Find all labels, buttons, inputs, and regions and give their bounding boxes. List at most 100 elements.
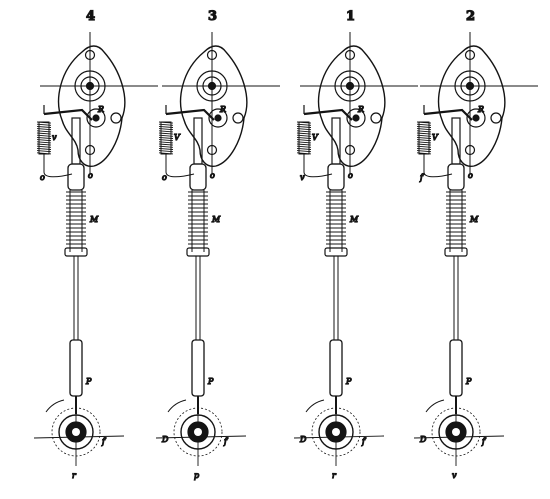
crank-pivot-center [92, 114, 100, 122]
rotation-arrow [45, 399, 65, 413]
bellows-spring [326, 191, 346, 245]
disk-bore [194, 428, 202, 436]
label-disk-left: D [419, 435, 427, 444]
rod-guide [447, 163, 465, 191]
pivot-outer-ring [196, 70, 228, 102]
bellows-spring [66, 191, 86, 245]
label-guide: o [88, 171, 93, 180]
bolt-hole-top [206, 49, 218, 61]
label-bellows: M [349, 215, 359, 224]
label-guide: o [210, 171, 215, 180]
label-link: o [162, 173, 167, 182]
bolt-hole-top [84, 49, 96, 61]
label-disk-bottom: v [452, 471, 457, 480]
pivot-outer-ring [74, 70, 106, 102]
label-bellows: M [211, 215, 221, 224]
label-pivot: R [357, 105, 364, 114]
label-disk-bottom: r [72, 471, 77, 480]
plunger [69, 339, 83, 397]
rod-guide [189, 163, 207, 191]
bellows-collar [64, 247, 88, 257]
spring-link [303, 154, 333, 178]
pivot-inner-ring [202, 76, 222, 96]
crank-pivot-center [214, 114, 222, 122]
disk-bore [452, 428, 460, 436]
top-plate [180, 45, 248, 167]
label-spring: v [52, 133, 57, 142]
plunger [329, 339, 343, 397]
disk-bore [332, 428, 340, 436]
crank-pivot-ring [86, 108, 106, 128]
spring-link [423, 154, 453, 178]
bolt-hole-bottom [344, 144, 356, 156]
bellows-collar [324, 247, 348, 257]
mechanism-4: 2 R Vo M P D f v f [413, 8, 538, 481]
pivot-outer-ring [454, 70, 486, 102]
rotation-arrow [305, 399, 325, 413]
plunger [191, 339, 205, 397]
disk-rim [58, 414, 94, 450]
label-disk-bottom: p [194, 471, 199, 480]
label-plunger: P [465, 377, 472, 386]
mechanism-2: 3 R Vo M P D f p o [155, 8, 280, 481]
bellows-spring [446, 191, 466, 245]
disk-rim [180, 414, 216, 450]
spring-link [43, 154, 73, 178]
label-link: o [40, 173, 45, 182]
crank-pivot-ring [346, 108, 366, 128]
label-bellows: M [89, 215, 99, 224]
disk-outer-dashed [173, 407, 223, 457]
crank-pin-hole [110, 112, 122, 124]
coil-spring [36, 121, 52, 155]
label-pivot: R [477, 105, 484, 114]
coil-spring [158, 121, 174, 155]
pivot-inner-ring [460, 76, 480, 96]
crank-arm [165, 108, 215, 121]
crank-pivot-center [472, 114, 480, 122]
label-link: f [419, 173, 425, 182]
label-disk-left: D [161, 435, 169, 444]
pivot-center [207, 81, 217, 91]
bolt-hole-top [464, 49, 476, 61]
bolt-hole-bottom [464, 144, 476, 156]
crank-pin-hole [490, 112, 502, 124]
mechanism-3: 1 R Vo M P D f r v [293, 8, 418, 481]
disk-outer-dashed [51, 407, 101, 457]
label-spring: V [312, 133, 319, 142]
label-link: v [300, 173, 305, 182]
label-pivot: R [219, 105, 226, 114]
crank-arm [303, 108, 353, 121]
crank-pin-hole [370, 112, 382, 124]
pivot-center [465, 81, 475, 91]
label-disk-right: f [361, 437, 367, 446]
label-plunger: P [85, 377, 92, 386]
top-plate [58, 45, 126, 167]
label-disk-right: f [101, 437, 107, 446]
label-disk-right: f [481, 437, 487, 446]
disk-rim [318, 414, 354, 450]
label-spring: V [432, 133, 439, 142]
bolt-hole-top [344, 49, 356, 61]
crank-pivot-center [352, 114, 360, 122]
disk-outer-dashed [311, 407, 361, 457]
label-disk-right: f [223, 437, 229, 446]
rod-guide [327, 163, 345, 191]
pivot-outer-ring [334, 70, 366, 102]
crank-pin-hole [232, 112, 244, 124]
position-number: 4 [86, 9, 95, 24]
crank-pivot-ring [466, 108, 486, 128]
crank-arm [43, 108, 93, 121]
label-plunger: P [345, 377, 352, 386]
disk-rim [438, 414, 474, 450]
label-spring: V [174, 133, 181, 142]
label-disk-bottom: r [332, 471, 337, 480]
pivot-center [345, 81, 355, 91]
position-number: 2 [466, 9, 475, 24]
position-number: 1 [346, 9, 355, 24]
disk-outer-dashed [431, 407, 481, 457]
bellows-spring [188, 191, 208, 245]
coil-spring [296, 121, 312, 155]
label-bellows: M [469, 215, 479, 224]
